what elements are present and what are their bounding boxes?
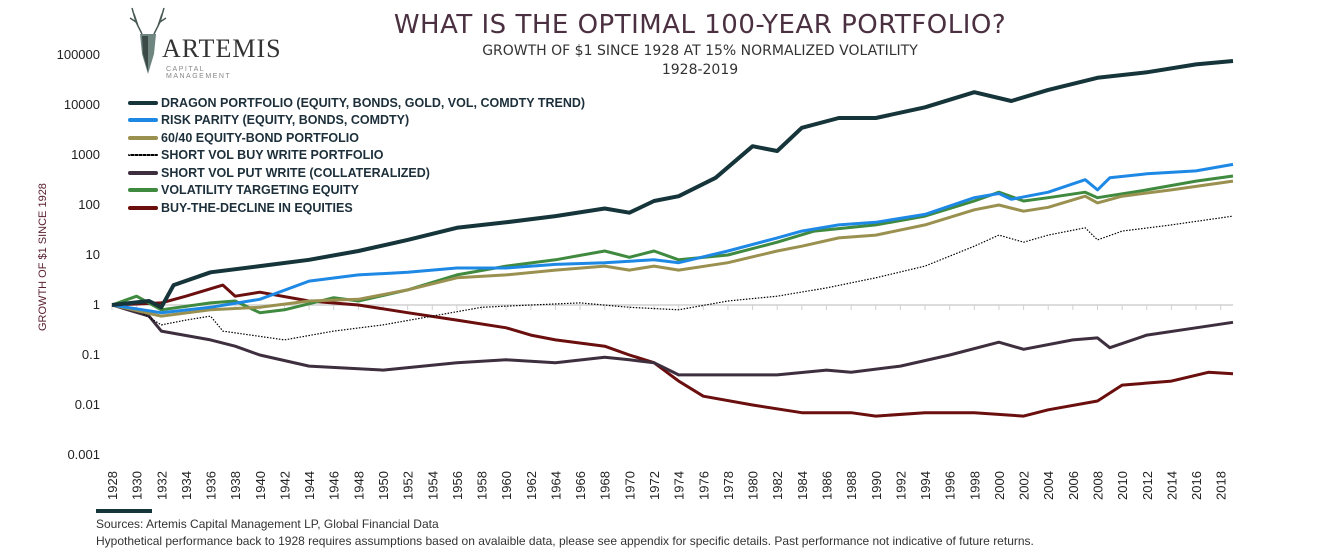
x-tick-label: 1986 xyxy=(819,471,834,500)
x-tick-label: 1958 xyxy=(475,471,490,500)
y-tick-label: 0.001 xyxy=(67,447,100,462)
y-tick-label: 100 xyxy=(78,197,100,212)
legend-item: BUY-THE-DECLINE IN EQUITIES xyxy=(128,199,585,217)
stag-head-icon xyxy=(129,7,167,74)
x-tick-label: 1974 xyxy=(672,471,687,500)
x-tick-label: 2002 xyxy=(1017,471,1032,500)
x-tick-label: 1988 xyxy=(844,471,859,500)
y-tick-label: 10000 xyxy=(63,97,100,112)
x-tick-label: 1954 xyxy=(425,471,440,500)
chart-title: WHAT IS THE OPTIMAL 100-YEAR PORTFOLIO? xyxy=(393,10,1007,40)
x-tick-label: 1950 xyxy=(376,471,391,500)
x-tick-label: 1978 xyxy=(721,471,736,500)
series-line-60-40-equity-bond-portfolio xyxy=(111,179,1234,318)
x-tick-label: 1998 xyxy=(967,471,982,500)
legend-swatch xyxy=(128,135,158,140)
x-tick-label: 2008 xyxy=(1090,471,1105,500)
series-line-dragon-portfolio-equity-bonds-gold-vol-comdty-trend xyxy=(111,59,1234,310)
x-tick-label: 2018 xyxy=(1214,471,1229,500)
legend-swatch xyxy=(128,205,158,210)
legend-item: SHORT VOL BUY WRITE PORTFOLIO xyxy=(128,147,585,165)
logo-subtitle: CAPITAL MANAGEMENT xyxy=(166,66,232,80)
x-tick-label: 1944 xyxy=(302,471,317,500)
x-tick-label: 1928 xyxy=(105,471,120,500)
x-tick-label: 1948 xyxy=(351,471,366,500)
logo-name: ARTEMIS xyxy=(162,34,282,63)
legend-item: SHORT VOL PUT WRITE (COLLATERALIZED) xyxy=(128,164,585,182)
legend-label: BUY-THE-DECLINE IN EQUITIES xyxy=(161,200,353,215)
x-tick-label: 1962 xyxy=(524,471,539,500)
x-tick-label: 1932 xyxy=(154,471,169,500)
x-tick-label: 1936 xyxy=(204,471,219,500)
x-tick-label: 1942 xyxy=(277,471,292,500)
legend-label: 60/40 EQUITY-BOND PORTFOLIO xyxy=(161,130,359,145)
legend-label: SHORT VOL PUT WRITE (COLLATERALIZED) xyxy=(161,165,430,180)
y-tick-label: 1 xyxy=(92,297,100,312)
x-tick-label: 2006 xyxy=(1066,471,1081,500)
footer-sources: Sources: Artemis Capital Management LP, … xyxy=(96,517,439,531)
x-tick-label: 1966 xyxy=(573,471,588,500)
y-tick-label: 1000 xyxy=(71,147,100,162)
legend-label: VOLATILITY TARGETING EQUITY xyxy=(161,183,359,198)
footer-divider xyxy=(96,509,152,513)
series-line-volatility-targeting-equity xyxy=(111,174,1234,315)
legend-item: RISK PARITY (EQUITY, BONDS, COMDTY) xyxy=(128,112,585,130)
y-tick-label: 100000 xyxy=(56,47,100,62)
legend-swatch xyxy=(128,118,158,123)
x-tick-label: 1956 xyxy=(450,471,465,500)
x-tick-label: 1980 xyxy=(746,471,761,500)
chart-date-range: 1928-2019 xyxy=(661,62,739,78)
x-tick-label: 2010 xyxy=(1115,471,1130,500)
x-tick-label: 1970 xyxy=(622,471,637,500)
legend-item: VOLATILITY TARGETING EQUITY xyxy=(128,182,585,200)
legend-label: SHORT VOL BUY WRITE PORTFOLIO xyxy=(161,148,384,163)
x-tick-label: 2004 xyxy=(1041,471,1056,500)
x-tick-label: 1952 xyxy=(401,471,416,500)
x-tick-label: 1934 xyxy=(179,471,194,500)
x-tick-label: 1992 xyxy=(893,471,908,500)
series-line-short-vol-put-write-collateralized xyxy=(111,303,1234,377)
x-tick-label: 1940 xyxy=(253,471,268,500)
chart-subtitle: GROWTH OF $1 SINCE 1928 AT 15% NORMALIZE… xyxy=(482,43,918,59)
legend-swatch xyxy=(128,100,158,105)
y-tick-label: 0.01 xyxy=(74,397,100,412)
legend-item: 60/40 EQUITY-BOND PORTFOLIO xyxy=(128,129,585,147)
legend-swatch xyxy=(128,170,158,175)
x-tick-label: 1976 xyxy=(696,471,711,500)
x-tick-label: 1990 xyxy=(869,471,884,500)
legend-label: DRAGON PORTFOLIO (EQUITY, BONDS, GOLD, V… xyxy=(161,95,586,110)
x-tick-label: 2012 xyxy=(1140,471,1155,500)
artemis-logo: ARTEMIS CAPITAL MANAGEMENT xyxy=(128,4,281,80)
x-tick-label: 1982 xyxy=(770,471,785,500)
y-tick-label: 10 xyxy=(85,247,100,262)
legend-item: DRAGON PORTFOLIO (EQUITY, BONDS, GOLD, V… xyxy=(128,94,585,112)
x-tick-label: 2016 xyxy=(1189,471,1204,500)
x-tick-label: 1938 xyxy=(228,471,243,500)
x-tick-label: 1996 xyxy=(943,471,958,500)
legend-swatch xyxy=(128,188,158,193)
x-tick-label: 1960 xyxy=(499,471,514,500)
legend-swatch xyxy=(128,154,158,157)
x-tick-label: 1968 xyxy=(598,471,613,500)
series-line-risk-parity-equity-bonds-comdty xyxy=(111,162,1234,315)
x-tick-label: 2000 xyxy=(992,471,1007,500)
x-tick-label: 1994 xyxy=(918,471,933,500)
series-line-short-vol-buy-write-portfolio xyxy=(111,215,1234,341)
y-tick-label: 0.1 xyxy=(81,347,100,362)
x-tick-label: 2014 xyxy=(1164,471,1179,500)
x-tick-label: 1930 xyxy=(130,471,145,500)
legend: DRAGON PORTFOLIO (EQUITY, BONDS, GOLD, V… xyxy=(128,94,585,217)
x-tick-label: 1984 xyxy=(795,471,810,500)
footer-disclaimer: Hypothetical performance back to 1928 re… xyxy=(96,534,1034,548)
x-tick-label: 1972 xyxy=(647,471,662,500)
legend-label: RISK PARITY (EQUITY, BONDS, COMDTY) xyxy=(161,113,410,128)
x-tick-label: 1964 xyxy=(548,471,563,500)
x-tick-label: 1946 xyxy=(327,471,342,500)
